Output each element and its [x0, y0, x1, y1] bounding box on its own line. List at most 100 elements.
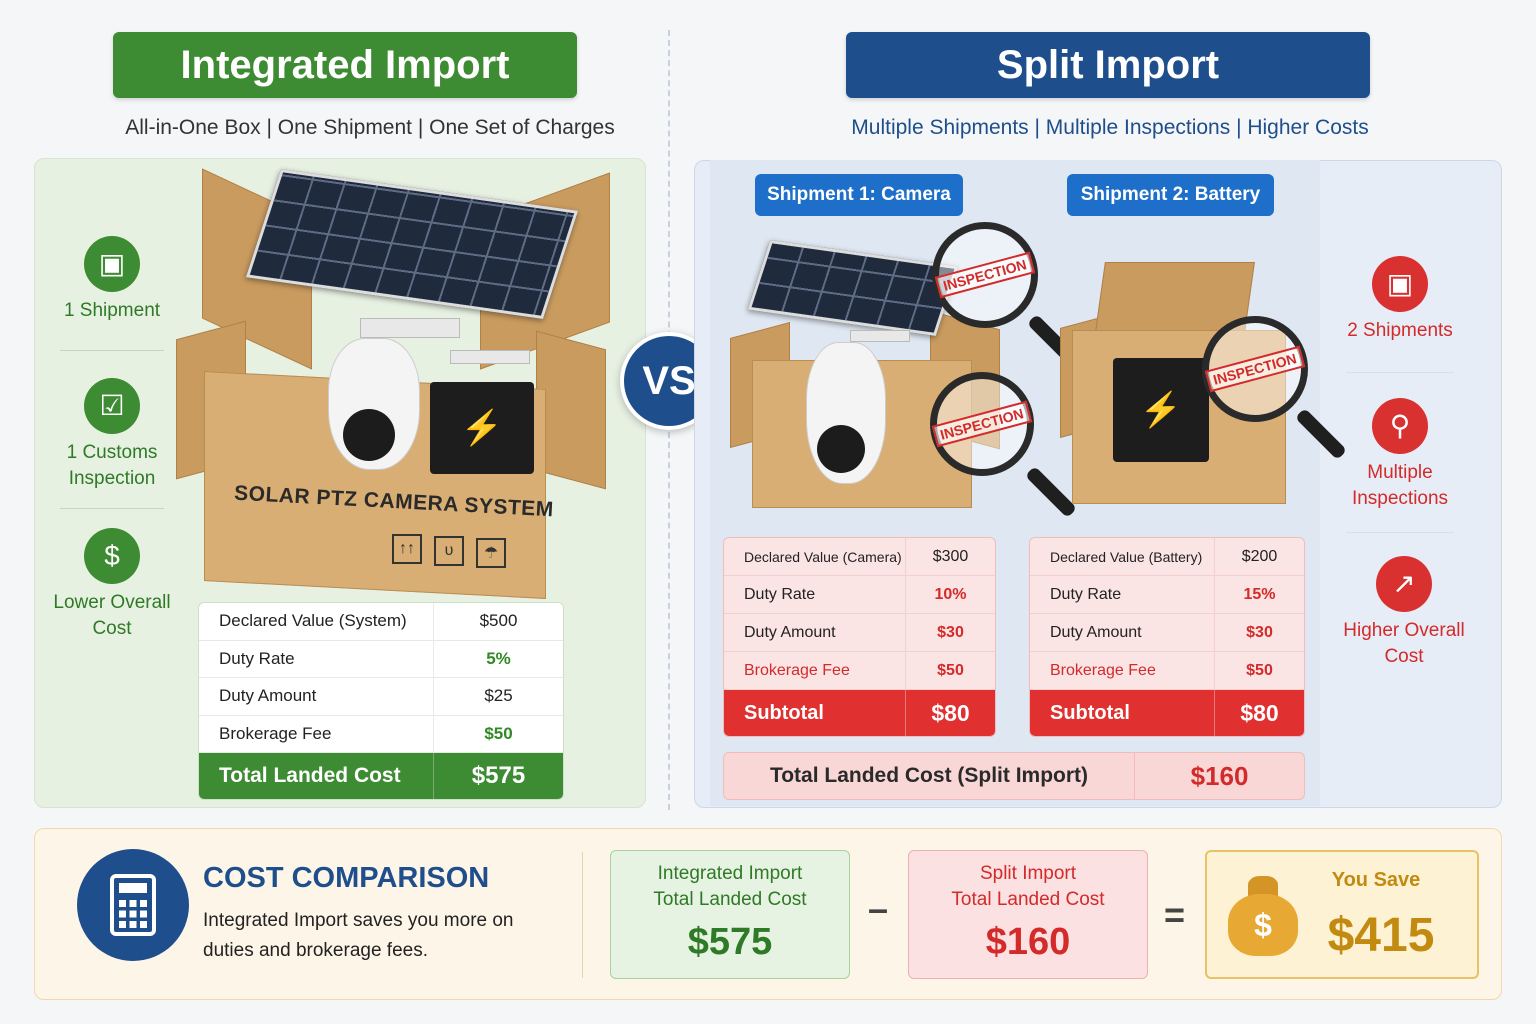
rising-chart-icon: ↗ — [1376, 556, 1432, 612]
table-row: Brokerage Fee $50 — [724, 652, 995, 690]
subtotal-value: $80 — [905, 690, 995, 736]
card-title-line: Total Landed Cost — [653, 889, 807, 910]
magnifier-icon: INSPECTION — [1202, 316, 1308, 422]
total-row: Total Landed Cost $575 — [199, 753, 563, 799]
feature-label: Multiple — [1367, 462, 1433, 483]
integrated-cost-table: Declared Value (System) $500 Duty Rate 5… — [198, 602, 564, 800]
split-total-label: Total Landed Cost (Split Import) — [769, 764, 1089, 787]
row-label: Declared Value (System) — [219, 611, 407, 631]
row-label: Duty Rate — [1050, 585, 1122, 603]
row-value: $30 — [905, 614, 995, 651]
fragile-icon: υ — [434, 536, 464, 566]
row-label: Duty Amount — [1050, 623, 1142, 641]
battery-cost-table: Declared Value (Battery) $200 Duty Rate … — [1029, 537, 1305, 737]
calculator-icon — [77, 849, 189, 961]
mount-arm — [450, 350, 530, 364]
split-total-card: Split Import Total Landed Cost $160 — [908, 850, 1148, 979]
box-icon: ▣ — [84, 236, 140, 292]
table-row: Duty Amount $25 — [199, 678, 563, 716]
feature-label: Lower Overall — [53, 592, 171, 613]
card-title-line: Split Import — [979, 863, 1077, 884]
row-value: $300 — [905, 538, 995, 575]
feature-label: 1 Customs — [66, 442, 158, 463]
split-total-card-value: $160 — [985, 921, 1071, 963]
battery-icon: ⚡ — [1113, 358, 1209, 462]
table-row: Declared Value (System) $500 — [199, 603, 563, 641]
dollar-icon: $ — [84, 528, 140, 584]
feature-label: Inspections — [1351, 488, 1449, 509]
row-label: Brokerage Fee — [744, 661, 850, 679]
table-row: Duty Amount $30 — [724, 614, 995, 652]
table-row: Duty Rate 10% — [724, 576, 995, 614]
feature-divider — [1346, 532, 1454, 533]
split-subtitle: Multiple Shipments | Multiple Inspection… — [851, 116, 1369, 139]
integrated-total-value: $575 — [687, 921, 773, 963]
row-label: Duty Rate — [744, 585, 816, 603]
total-label: Total Landed Cost — [219, 764, 401, 787]
subtotal-row: Subtotal $80 — [1030, 690, 1304, 736]
camera-cost-table: Declared Value (Camera) $300 Duty Rate 1… — [723, 537, 996, 737]
row-label: Brokerage Fee — [219, 723, 332, 743]
feature-divider — [60, 508, 164, 509]
feature-label: Inspection — [68, 468, 156, 489]
keep-dry-icon: ☂ — [476, 538, 506, 568]
clipboard-check-icon: ☑ — [84, 378, 140, 434]
savings-value: $415 — [1327, 909, 1435, 962]
feature-lower-cost: $ Lower Overall Cost — [38, 528, 186, 642]
card-title: Split Import Total Landed Cost — [909, 861, 1147, 913]
feature-higher-cost: ↗ Higher Overall Cost — [1330, 556, 1478, 670]
row-label: Declared Value (Camera) — [744, 548, 902, 565]
shipment-1-label: Shipment 1: Camera — [755, 174, 963, 216]
card-title: Integrated Import Total Landed Cost — [611, 861, 849, 913]
calculator-shape — [110, 874, 156, 936]
box-icon: ▣ — [1372, 256, 1428, 312]
row-value: $50 — [1214, 652, 1304, 689]
comparison-divider — [582, 852, 583, 978]
mount-bracket — [360, 318, 460, 338]
row-value: 15% — [1214, 576, 1304, 613]
row-value: $25 — [433, 678, 563, 715]
subtotal-label: Subtotal — [744, 701, 824, 724]
mount-bracket — [850, 330, 910, 342]
table-row: Duty Amount $30 — [1030, 614, 1304, 652]
battery-icon: ⚡ — [430, 382, 534, 474]
ptz-camera — [806, 342, 886, 484]
table-row: Duty Rate 15% — [1030, 576, 1304, 614]
row-value: $30 — [1214, 614, 1304, 651]
savings-label: You Save — [1331, 869, 1421, 891]
money-bag-icon: $ — [1228, 876, 1298, 956]
inspection-stamp: INSPECTION — [1205, 345, 1305, 393]
table-row: Duty Rate 5% — [199, 640, 563, 678]
card-title-line: Total Landed Cost — [951, 889, 1105, 910]
camera-lens — [343, 409, 395, 461]
row-value: $200 — [1214, 538, 1304, 575]
bag-body: $ — [1228, 894, 1298, 956]
shipment-2-label: Shipment 2: Battery — [1067, 174, 1274, 216]
comparison-title: COST COMPARISON — [203, 862, 490, 894]
ptz-camera — [328, 338, 420, 470]
feature-1-shipment: ▣ 1 Shipment — [50, 236, 174, 324]
feature-divider — [1346, 372, 1454, 373]
card-title-line: Integrated Import — [657, 863, 803, 884]
feature-label: Higher Overall — [1343, 620, 1465, 641]
subtotal-row: Subtotal $80 — [724, 690, 995, 736]
table-row: Brokerage Fee $50 — [1030, 652, 1304, 690]
feature-label: Cost — [92, 618, 132, 639]
magnifier-icon: INSPECTION — [930, 372, 1034, 476]
integrated-subtitle: All-in-One Box | One Shipment | One Set … — [125, 116, 615, 139]
inspection-stamp: INSPECTION — [935, 251, 1035, 299]
row-value: $50 — [905, 652, 995, 689]
split-total-value: $160 — [1134, 753, 1304, 799]
row-value: 5% — [433, 640, 563, 677]
row-value: $50 — [433, 715, 563, 752]
feature-label: 1 Shipment — [63, 300, 161, 321]
feature-label: Cost — [1384, 646, 1424, 667]
table-row: Brokerage Fee $50 — [199, 715, 563, 753]
total-value: $575 — [433, 753, 563, 799]
comparison-description: Integrated Import saves you more on duti… — [203, 910, 514, 961]
inspection-stamp: INSPECTION — [932, 400, 1032, 448]
row-value: $500 — [433, 603, 563, 640]
minus-sign: – — [868, 888, 889, 929]
box-flap — [536, 330, 606, 490]
feature-label: 2 Shipments — [1347, 320, 1453, 341]
